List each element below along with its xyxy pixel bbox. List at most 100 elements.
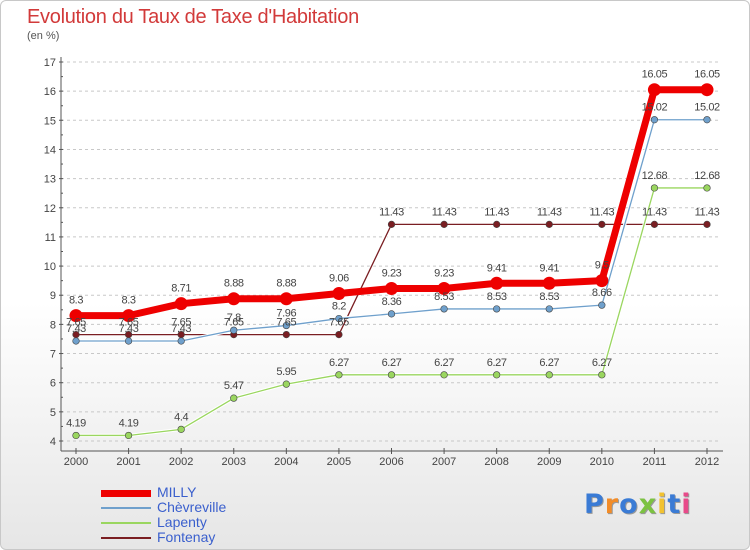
data-point-fontenay: [282, 330, 290, 339]
data-point-chevreville: [177, 337, 185, 345]
y-tick-label: 8: [50, 319, 56, 331]
data-point-lapenty: [335, 371, 343, 379]
data-label-fontenay: 7.65: [224, 317, 244, 329]
data-point-lapenty: [545, 371, 553, 379]
x-tick-label: 2007: [432, 456, 456, 468]
data-point-milly: [647, 83, 661, 97]
data-label-chevreville: 7.8: [227, 312, 241, 324]
y-tick-label: 12: [44, 203, 56, 215]
data-point-chevreville: [703, 116, 711, 124]
data-point-lapenty: [387, 371, 396, 379]
data-label-milly: 8.3: [69, 295, 83, 307]
data-point-fontenay: [545, 220, 553, 228]
legend-swatch-fontenay: [101, 537, 151, 539]
data-point-milly: [595, 274, 609, 288]
data-point-lapenty: [493, 371, 501, 379]
data-point-milly: [700, 83, 714, 97]
legend-label-fontenay: Fontenay: [157, 529, 216, 545]
data-point-milly: [69, 309, 83, 323]
data-label-chevreville: 7.43: [66, 323, 86, 335]
data-label-fontenay: 7.65: [276, 317, 296, 329]
data-point-milly: [385, 282, 398, 296]
x-tick-label: 2006: [379, 456, 403, 468]
data-point-lapenty: [598, 371, 606, 379]
data-label-chevreville: 7.43: [119, 323, 139, 335]
axis-layer: 4 5 6 7 8 9 10 11 12 13 14 15 16 17 2000 2001 2002 2003 20…: [44, 57, 723, 468]
data-label-lapenty: 6.27: [382, 357, 402, 369]
data-point-milly: [122, 309, 136, 323]
data-point-lapenty: [282, 380, 290, 388]
series-layer: [69, 83, 714, 440]
x-tick-label: 2004: [274, 456, 298, 468]
data-point-milly: [437, 282, 451, 296]
x-tick-label: 2012: [695, 456, 719, 468]
data-label-lapenty: 12.68: [642, 170, 668, 182]
x-tick-label: 2001: [116, 456, 140, 468]
data-point-chevreville: [493, 305, 501, 313]
data-point-fontenay: [440, 220, 448, 228]
data-label-fontenay: 11.43: [432, 206, 457, 218]
chart-subtitle: (en %): [27, 30, 60, 42]
data-label-fontenay: 11.43: [537, 206, 562, 218]
data-point-lapenty: [230, 394, 238, 402]
data-point-chevreville: [282, 321, 290, 330]
y-tick-label: 5: [50, 407, 56, 419]
y-tick-label: 14: [44, 144, 56, 156]
x-tick-label: 2000: [64, 456, 88, 468]
x-tick-label: 2005: [327, 456, 351, 468]
data-label-chevreville: 7.96: [276, 308, 296, 320]
y-tick-label: 9: [50, 290, 56, 302]
data-point-lapenty: [177, 425, 185, 433]
y-tick-label: 7: [50, 349, 56, 361]
data-label-chevreville: 8.53: [539, 291, 559, 303]
proxiti-logo: Proxiti: [584, 489, 692, 520]
chart-title: Evolution du Taux de Taxe d'Habitation: [27, 6, 359, 28]
data-label-lapenty: 5.95: [276, 366, 296, 378]
data-label-chevreville: 8.36: [382, 296, 402, 308]
data-label-milly: 16.05: [694, 69, 720, 81]
legend-swatch-chevreville: [101, 507, 151, 509]
data-point-fontenay: [387, 220, 396, 228]
data-label-fontenay: 7.65: [329, 317, 349, 329]
data-point-milly: [227, 292, 241, 306]
x-tick-label: 2002: [169, 456, 193, 468]
data-point-chevreville: [440, 305, 448, 313]
data-label-chevreville: 15.02: [642, 102, 668, 114]
data-label-chevreville: 15.02: [694, 102, 720, 114]
data-label-chevreville: 8.53: [487, 291, 507, 303]
data-point-fontenay: [703, 220, 711, 228]
data-label-chevreville: 8.53: [434, 291, 454, 303]
data-label-milly: 8.88: [224, 278, 244, 290]
data-point-milly: [542, 276, 556, 290]
data-label-fontenay: 11.43: [642, 206, 667, 218]
legend-swatch-milly: [101, 489, 151, 497]
data-point-chevreville: [124, 337, 133, 345]
data-label-lapenty: 5.47: [224, 380, 244, 392]
data-point-chevreville: [335, 314, 343, 323]
x-tick-label: 2009: [537, 456, 561, 468]
data-point-milly: [490, 276, 504, 290]
legend-swatch-lapenty: [101, 522, 151, 524]
data-label-lapenty: 6.27: [592, 357, 612, 369]
data-point-fontenay: [650, 220, 659, 228]
data-label-lapenty: 4.4: [174, 411, 188, 423]
x-tick-label: 2011: [643, 456, 667, 468]
data-label-fontenay: 11.43: [695, 206, 720, 218]
data-label-milly: 9.41: [487, 262, 507, 274]
data-point-chevreville: [598, 301, 606, 309]
y-tick-label: 10: [44, 261, 56, 273]
data-point-lapenty: [650, 184, 659, 192]
data-label-milly: 9.06: [329, 272, 349, 284]
y-tick-label: 15: [44, 115, 56, 127]
data-label-chevreville: 8.2: [332, 301, 346, 313]
data-point-chevreville: [650, 116, 659, 124]
data-label-fontenay: 7.65: [171, 317, 191, 329]
data-label-fontenay: 11.43: [484, 206, 509, 218]
data-label-milly: 9.23: [382, 268, 402, 280]
legend-label-lapenty: Lapenty: [157, 514, 207, 530]
data-label-milly: 16.05: [642, 69, 668, 81]
x-tick-label: 2003: [222, 456, 246, 468]
data-point-chevreville: [72, 337, 80, 345]
data-label-lapenty: 12.68: [694, 170, 720, 182]
